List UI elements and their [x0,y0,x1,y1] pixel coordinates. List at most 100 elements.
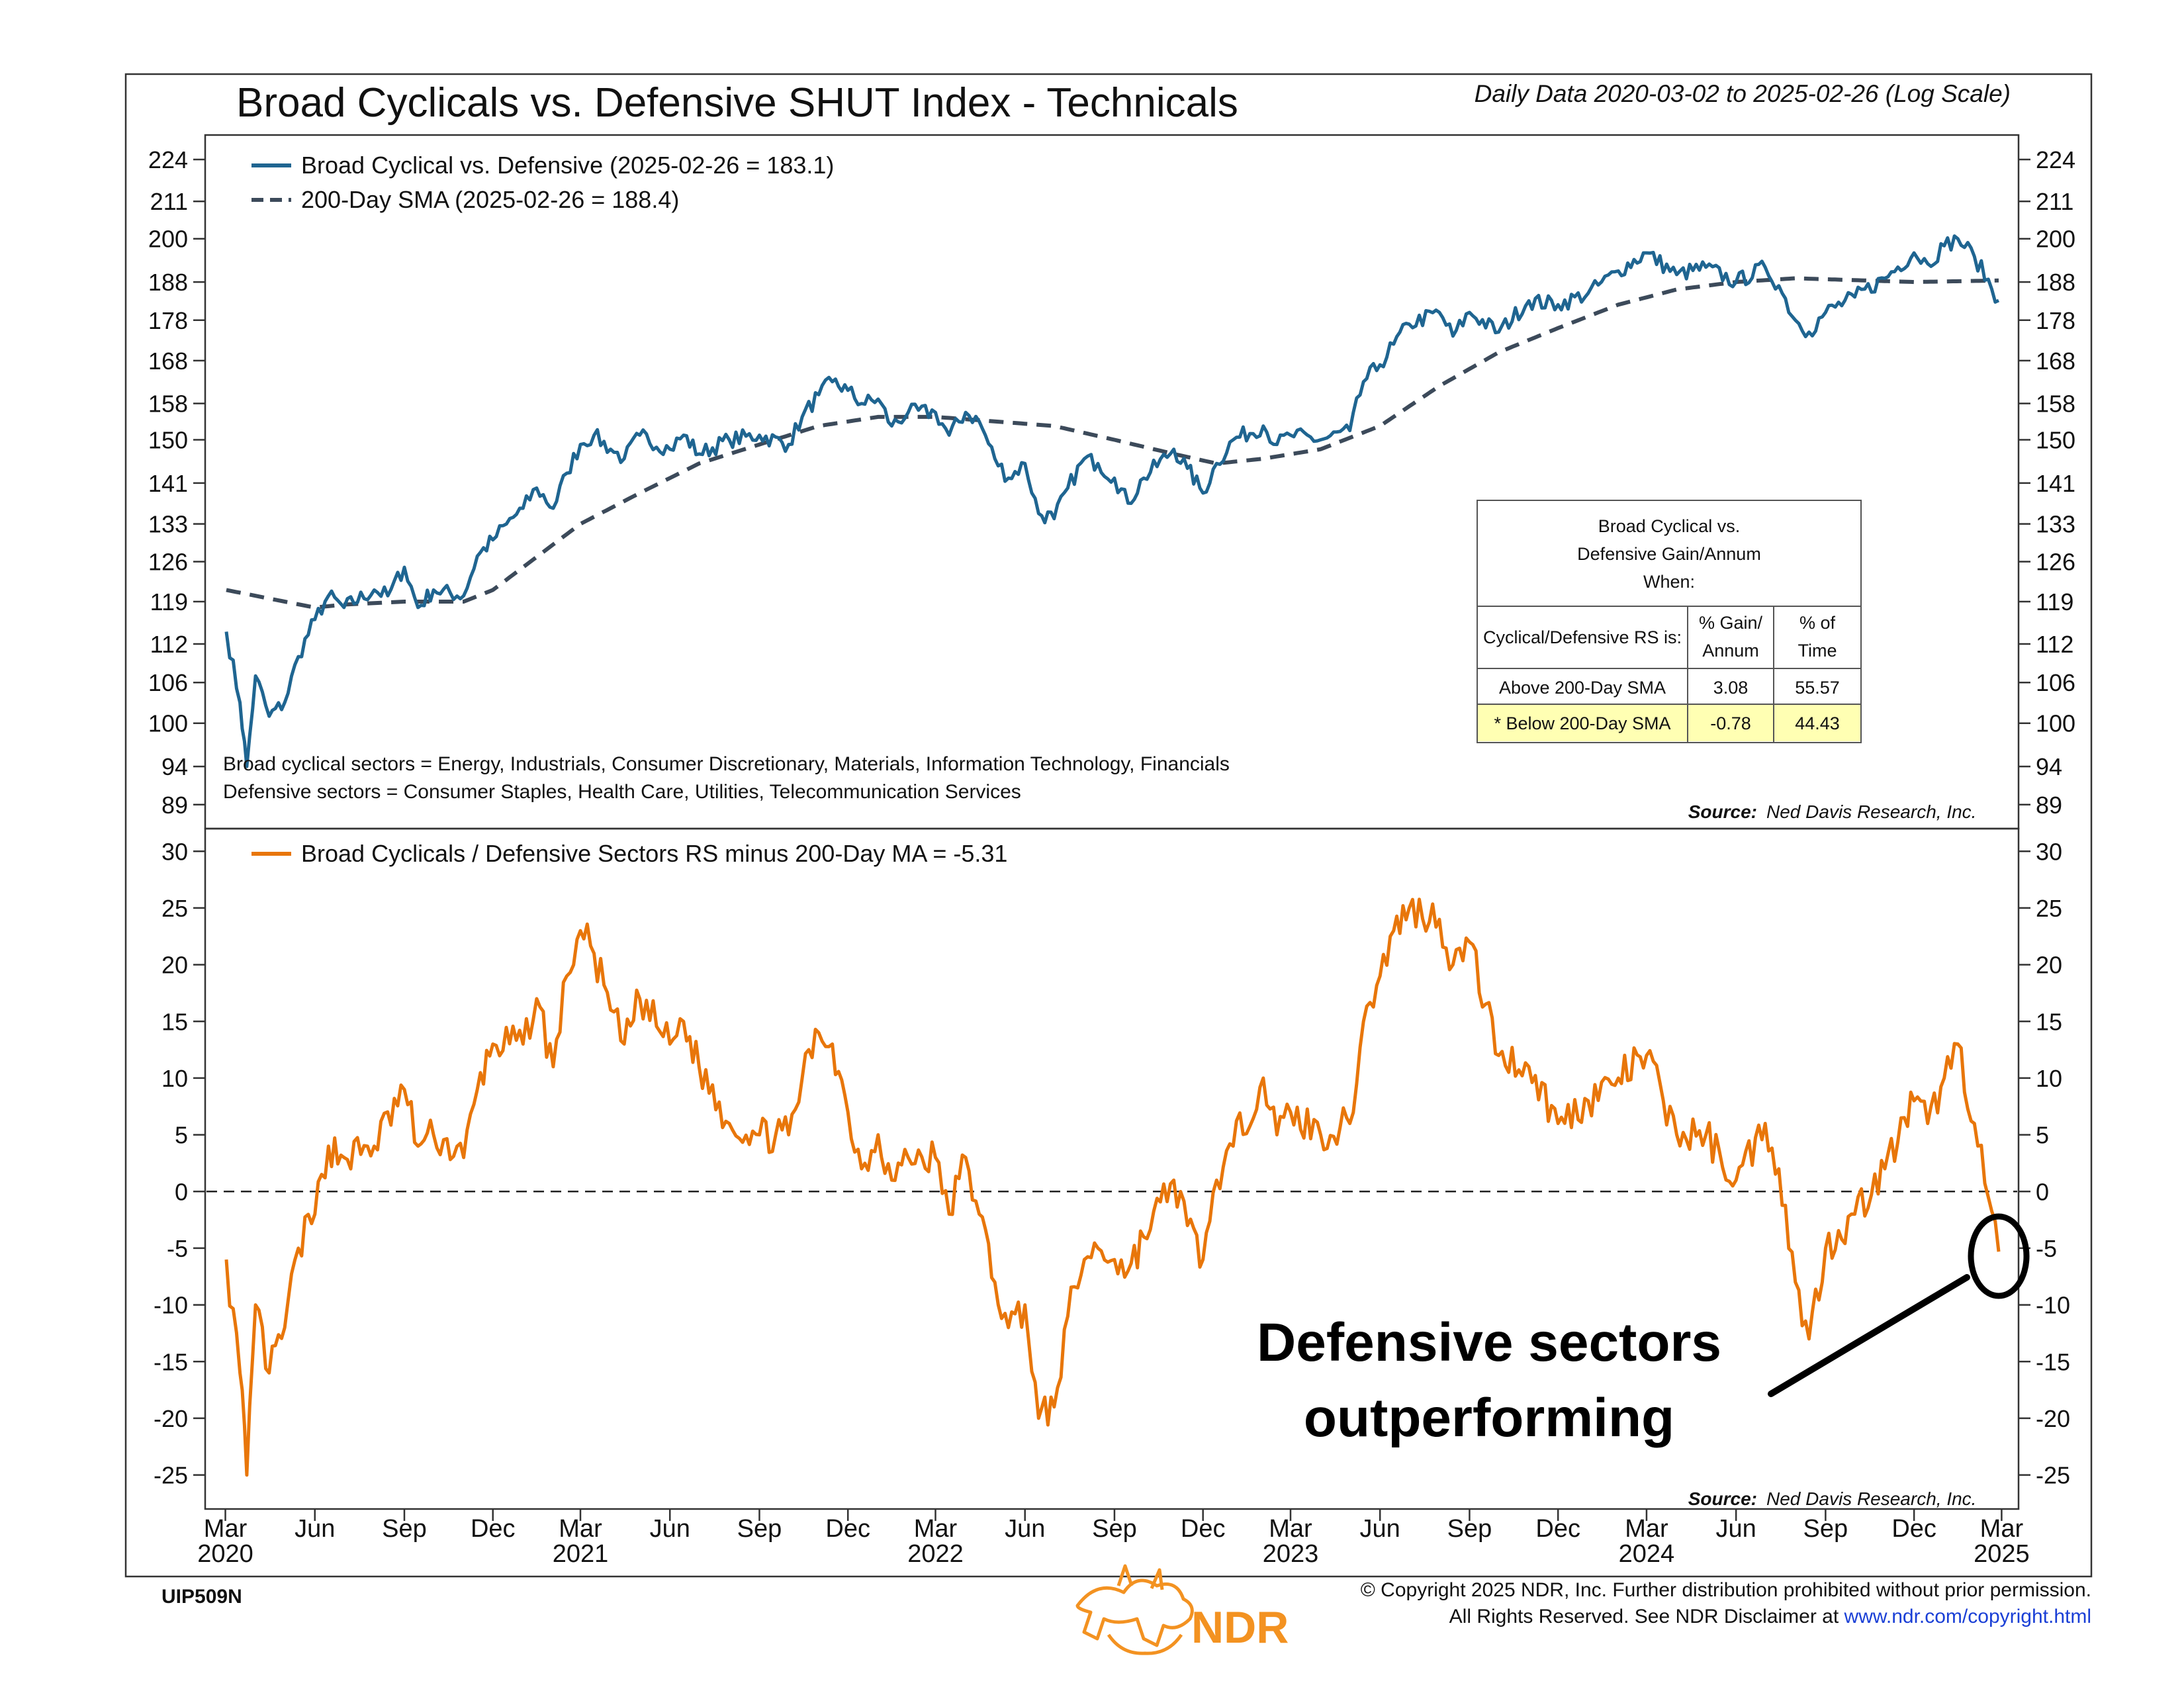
top-y-tick-label: 100 [148,710,188,737]
bottom-y-tick-label-right: 15 [2036,1008,2062,1035]
ndr-logo-text: NDR [1191,1602,1289,1653]
annotation-pointer [1768,1274,1970,1397]
note-cyclical-sectors: Broad cyclical sectors = Energy, Industr… [223,753,1230,775]
table-row-below-label: * Below 200-Day SMA [1494,713,1670,733]
x-tick-year: 2020 [197,1540,253,1568]
chart-subtitle: Daily Data 2020-03-02 to 2025-02-26 (Log… [1475,80,2011,107]
table-row-above-label: Above 200-Day SMA [1499,678,1666,698]
bottom-source-label: Source: [1688,1488,1757,1509]
top-y-tick-label: 89 [161,792,188,819]
stats-table: Broad Cyclical vs. Defensive Gain/Annum … [1477,500,1862,743]
top-y-tick-label: 178 [148,307,188,334]
bottom-y-tick-label: 5 [175,1122,188,1149]
x-tick-month: Mar [1625,1515,1668,1543]
top-y-tick-label-right: 119 [2036,588,2073,616]
x-tick-month: Jun [1005,1515,1045,1543]
table-title-line-3: When: [1643,572,1695,592]
top-y-axis-right: 224 211 200 188 178 168 158 150 141 133 126 119 112 1… [2019,146,2075,819]
x-tick-year: 2024 [1619,1540,1675,1568]
bottom-y-tick-label-right: -15 [2036,1348,2070,1375]
bottom-y-tick-label-right: -25 [2036,1462,2070,1489]
copyright-link[interactable]: www.ndr.com/copyright.html [1844,1606,2091,1627]
table-title-line-2: Defensive Gain/Annum [1577,544,1761,564]
chart-title: Broad Cyclicals vs. Defensive SHUT Index… [236,80,1238,126]
x-tick-month: Jun [1360,1515,1400,1543]
top-y-axis-left: 224 211 200 188 178 168 158 150 141 133 126 119 112 1… [148,146,205,819]
table-highlight-row [1478,704,1860,741]
x-tick-month: Dec [471,1515,516,1543]
x-tick-month: Mar [1269,1515,1312,1543]
stats-table-frame [1477,500,1862,743]
sma-200-line [226,276,1999,610]
x-tick-month: Dec [1181,1515,1226,1543]
table-title-line-1: Broad Cyclical vs. [1598,516,1741,536]
top-y-tick-label-right: 106 [2036,669,2075,696]
top-y-tick-label: 188 [148,269,188,296]
x-tick-month: Sep [1803,1515,1848,1543]
annotation-line-1: Defensive sectors [1257,1312,1721,1373]
bottom-source-text: Ned Davis Research, Inc. [1766,1488,1976,1509]
bottom-y-tick-label-right: 30 [2036,838,2062,865]
top-y-tick-label: 211 [150,188,188,215]
top-y-tick-label-right: 126 [2036,549,2075,576]
bottom-y-tick-label: 10 [161,1065,188,1092]
legend-label-rs: Broad Cyclical vs. Defensive (2025-02-26… [301,152,834,179]
top-y-tick-label-right: 200 [2036,226,2075,253]
top-legend: Broad Cyclical vs. Defensive (2025-02-26… [251,152,834,213]
top-y-tick-label: 150 [148,427,188,454]
x-tick-month: Mar [914,1515,958,1543]
legend-label-osc: Broad Cyclicals / Defensive Sectors RS m… [301,840,1007,867]
x-tick-month: Dec [1891,1515,1936,1543]
bottom-y-tick-label: 30 [161,838,188,865]
bottom-y-tick-label: 15 [161,1008,188,1035]
bottom-y-tick-label: -5 [167,1235,188,1262]
top-y-tick-label: 119 [150,588,188,616]
top-y-tick-label-right: 94 [2036,753,2062,780]
bottom-y-tick-label-right: 10 [2036,1065,2062,1092]
x-tick-month: Jun [295,1515,335,1543]
table-row-above-gain: 3.08 [1713,678,1749,698]
annotation-circle [1968,1213,2030,1299]
x-tick-month: Mar [1980,1515,2024,1543]
table-row-below-time: 44.43 [1795,713,1840,733]
bottom-y-tick-label-right: -5 [2036,1235,2057,1262]
bottom-y-tick-label-right: -20 [2036,1405,2070,1432]
legend-label-sma: 200-Day SMA (2025-02-26 = 188.4) [301,186,679,213]
table-col-header-gain: % Gain/Annum [1699,613,1763,661]
top-y-tick-label: 133 [148,511,188,538]
ndr-logo: NDR [1075,1564,1289,1655]
cyclical-vs-defensive-line [224,234,2000,768]
x-tick-month: Dec [825,1515,870,1543]
copyright-line-2: All Rights Reserved. See NDR Disclaimer … [1449,1606,2091,1627]
top-y-tick-label-right: 89 [2036,792,2062,819]
top-y-tick-label: 106 [148,669,188,696]
x-tick-month: Sep [1092,1515,1137,1543]
top-y-tick-label: 126 [148,549,188,576]
note-defensive-sectors: Defensive sectors = Consumer Staples, He… [223,781,1021,803]
bottom-y-tick-label-right: -10 [2036,1292,2070,1319]
bottom-y-tick-label-right: 20 [2036,952,2062,979]
x-tick-month: Mar [204,1515,248,1543]
top-y-tick-label-right: 141 [2036,470,2075,497]
top-y-tick-label-right: 100 [2036,710,2075,737]
bottom-y-tick-label: 20 [161,952,188,979]
top-y-tick-label-right: 158 [2036,390,2075,418]
x-tick-month: Sep [382,1515,427,1543]
bottom-legend: Broad Cyclicals / Defensive Sectors RS m… [251,840,1007,867]
bottom-y-axis-left: 30 25 20 15 10 5 0 -5 -10 -15 -20 -25 [154,838,205,1489]
bottom-y-tick-label: -15 [154,1348,188,1375]
top-source-text: Ned Davis Research, Inc. [1766,801,1976,822]
top-y-tick-label: 94 [161,753,188,780]
top-y-tick-label-right: 168 [2036,347,2075,375]
top-y-tick-label-right: 112 [2036,631,2073,658]
x-tick-year: 2022 [907,1540,964,1568]
x-tick-month: Mar [559,1515,602,1543]
top-source-label: Source: [1688,801,1757,822]
x-tick-month: Sep [1447,1515,1492,1543]
x-tick-year: 2023 [1263,1540,1319,1568]
x-tick-year: 2021 [553,1540,609,1568]
bottom-y-tick-label-right: 25 [2036,895,2062,922]
table-col-header-time: % of Time [1798,613,1837,661]
top-y-tick-label: 112 [150,631,188,658]
top-y-tick-label-right: 188 [2036,269,2075,296]
